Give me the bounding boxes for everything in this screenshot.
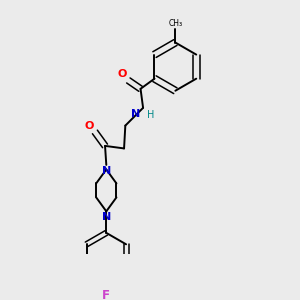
Text: H: H: [147, 110, 154, 120]
Text: F: F: [102, 290, 110, 300]
Text: CH₃: CH₃: [168, 19, 182, 28]
Text: O: O: [85, 121, 94, 131]
Text: N: N: [102, 212, 111, 222]
Text: O: O: [118, 69, 127, 79]
Text: N: N: [131, 109, 140, 119]
Text: N: N: [102, 166, 111, 176]
